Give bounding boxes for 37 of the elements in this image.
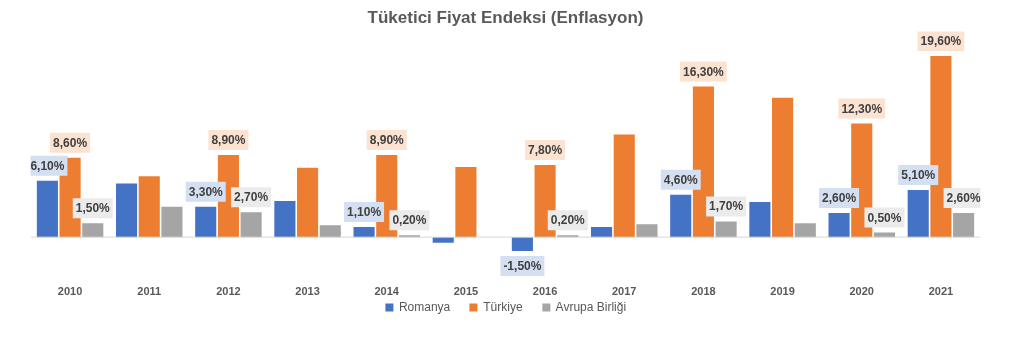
data-label: 8,90% (211, 132, 246, 147)
legend-label: Romanya (398, 300, 451, 314)
data-label: 2,60% (946, 191, 981, 206)
x-tick-label: 2013 (295, 284, 320, 297)
data-label: 0,50% (867, 210, 902, 225)
data-label: 2,60% (822, 191, 857, 206)
x-tick-label: 2021 (928, 284, 954, 297)
data-label: 4,60% (663, 172, 699, 187)
x-tick-label: 2015 (453, 284, 479, 297)
data-label: 0,20% (550, 213, 586, 228)
x-tick-label: 2010 (57, 284, 83, 297)
legend-label: Türkiye (483, 300, 523, 314)
data-label: -1,50% (503, 259, 542, 273)
x-tick-label: 2017 (612, 284, 637, 297)
data-label: 0,20% (392, 213, 427, 228)
data-label: 7,80% (528, 143, 563, 158)
data-label: 6,10% (30, 158, 65, 173)
data-label: 5,10% (901, 168, 936, 183)
data-label: 2,70% (234, 190, 269, 205)
x-tick-label: 2020 (849, 284, 874, 297)
x-tick-label: 2016 (532, 284, 558, 297)
data-label: 1,50% (75, 201, 111, 216)
data-label: 8,60% (53, 135, 88, 150)
legend-label: Avrupa Birliği (555, 300, 627, 314)
x-tick-label: 2012 (216, 284, 241, 297)
chart-title: Tüketici Fiyat Endeksi (Enflasyon) (367, 7, 644, 27)
data-label: 19,60% (920, 34, 962, 49)
x-tick-label: 2018 (691, 284, 716, 297)
x-tick-label: 2019 (770, 284, 795, 297)
data-label: 8,90% (369, 132, 405, 147)
data-label: 1,70% (709, 199, 744, 214)
data-label: 1,10% (347, 204, 382, 219)
data-label: 16,30% (683, 64, 725, 79)
data-label: 3,30% (188, 184, 224, 199)
data-label: 12,30% (841, 101, 883, 116)
x-tick-label: 2014 (374, 284, 400, 297)
x-tick-label: 2011 (137, 284, 162, 297)
